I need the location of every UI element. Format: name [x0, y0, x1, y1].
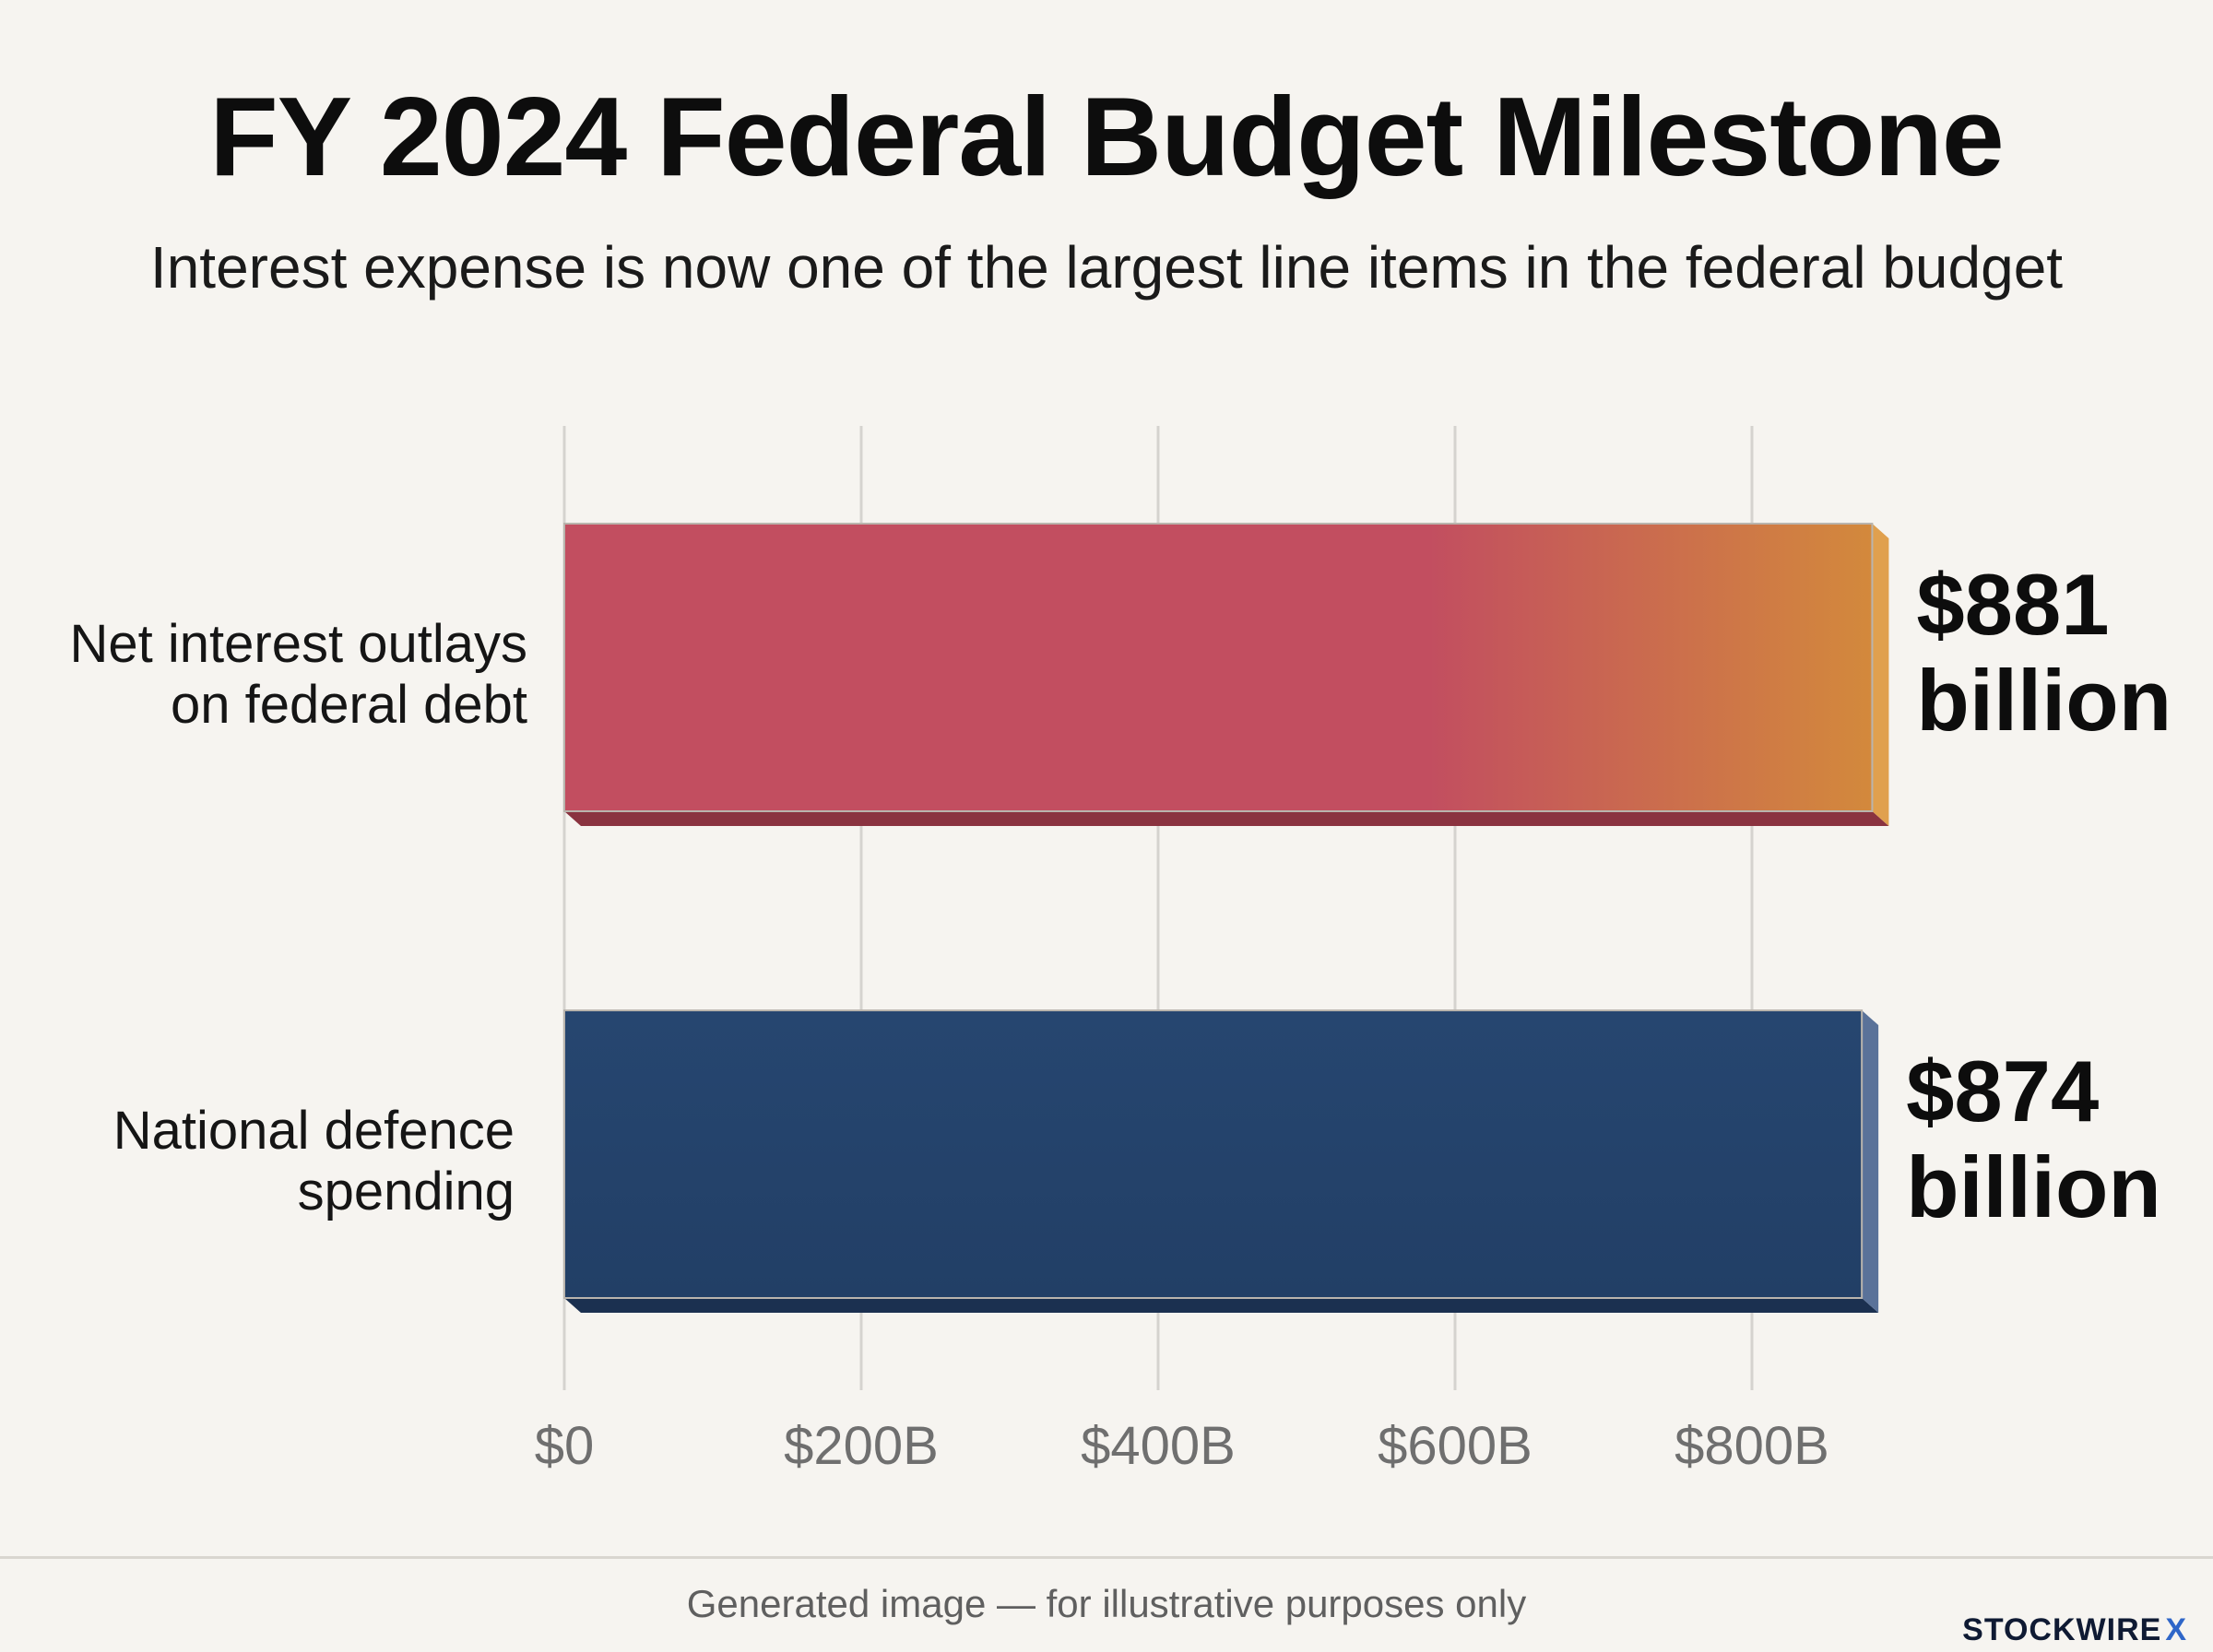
category-label: National defence [113, 1101, 515, 1161]
labels: $0 $200B $400B $600B $800B Net interest outla… [70, 556, 2172, 1476]
footer-divider [0, 1556, 2213, 1559]
chart-subtitle: Interest expense is now one of the large… [149, 234, 2064, 301]
bar-side-edge [1872, 524, 1889, 826]
data-label: billion [1906, 1139, 2161, 1235]
brand-logo: STOCKWIRE X [1962, 1611, 2187, 1648]
bar-chart: $0 $200B $400B $600B $800B Net interest outla… [70, 426, 2172, 1476]
data-label: $874 [1906, 1043, 2099, 1139]
bar [563, 1009, 1864, 1299]
data-label: billion [1916, 652, 2172, 749]
x-tick-label: $600B [1378, 1416, 1533, 1476]
chart-title: FY 2024 Federal Budget Milestone [209, 74, 2004, 199]
x-tick-label: $400B [1081, 1416, 1236, 1476]
x-tick-label: $0 [535, 1416, 595, 1476]
bar-bottom-edge [564, 1298, 1879, 1313]
data-label: $881 [1916, 556, 2109, 653]
brand-mark-icon: X [2165, 1612, 2187, 1647]
disclaimer-text: Generated image — for illustrative purpo… [686, 1582, 1527, 1625]
bar-side-edge [1862, 1010, 1879, 1313]
bars [563, 523, 1889, 1313]
bar-bottom-edge [564, 811, 1889, 826]
x-tick-label: $200B [784, 1416, 939, 1476]
category-label: Net interest outlays [70, 614, 527, 674]
category-label: spending [298, 1162, 515, 1221]
bar [563, 523, 1874, 812]
brand-name: STOCKWIRE [1962, 1612, 2162, 1647]
category-label: on federal debt [171, 675, 527, 735]
x-tick-label: $800B [1675, 1416, 1829, 1476]
